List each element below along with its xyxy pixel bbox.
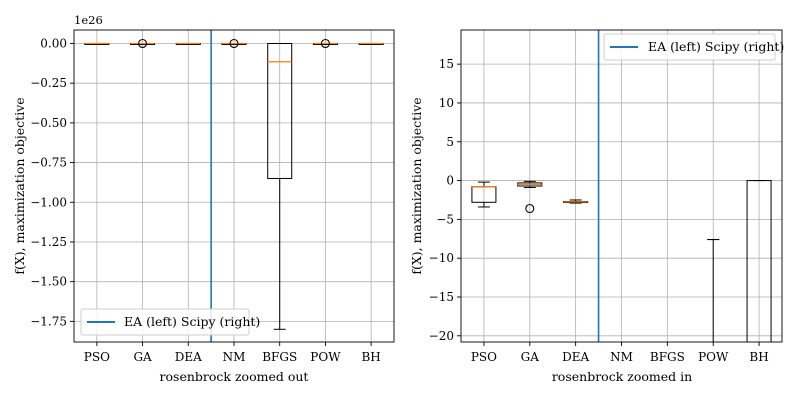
right-legend-box xyxy=(603,33,776,61)
left-flier xyxy=(320,38,330,49)
left-box-pso xyxy=(84,42,110,45)
left-y-axis-label: f(X), maximization objective xyxy=(12,97,27,274)
left-box-dea xyxy=(175,42,201,45)
right-x-tick-label-dea: DEA xyxy=(562,350,589,364)
right-legend: EA (left) Scipy (right) xyxy=(603,33,784,61)
right-x-axis-label: rosenbrock zoomed in xyxy=(552,369,692,384)
right-box-ga xyxy=(517,180,543,214)
right-flier xyxy=(525,203,535,214)
right-legend-label: EA (left) Scipy (right) xyxy=(648,39,784,54)
left-y-axis: 0.00 −0.25 −0.50 −0.75 −1.00 −1.25 −1.50 −1.75 xyxy=(30,36,74,328)
right-x-tick-label-pow: POW xyxy=(698,350,729,364)
left-y-tick-label: 0.00 xyxy=(40,36,67,50)
right-box-bh xyxy=(746,180,772,342)
left-x-tick-label-dea: DEA xyxy=(175,350,202,364)
left-y-tick-label: −1.00 xyxy=(30,195,67,209)
left-y-tick-label: −1.75 xyxy=(30,314,67,328)
right-x-tick-label-ga: GA xyxy=(521,350,540,364)
left-y-tick-label: −1.50 xyxy=(30,275,67,289)
right-y-tick-label: 15 xyxy=(439,57,454,71)
left-y-tick-label: −0.75 xyxy=(30,156,67,170)
left-x-tick-label-pow: POW xyxy=(310,350,341,364)
left-x-tick-label-pso: PSO xyxy=(84,350,110,364)
right-x-axis: PSO GA DEA NM BFGS POW BH xyxy=(471,342,769,364)
left-offset-text: 1e26 xyxy=(74,13,103,27)
left-y-tick-label: −0.50 xyxy=(30,116,67,130)
left-box-body xyxy=(267,42,293,179)
right-y-tick-label: −5 xyxy=(436,212,454,226)
right-y-tick-label: −15 xyxy=(429,290,454,304)
left-legend-label: EA (left) Scipy (right) xyxy=(124,314,260,329)
right-y-axis: 15 10 5 0 −5 −10 −15 −20 xyxy=(429,57,461,343)
left-box-pow xyxy=(312,38,338,49)
left-x-tick-label-bfgs: BFGS xyxy=(262,350,297,364)
right-box-body xyxy=(746,180,772,342)
left-x-tick-label-ga: GA xyxy=(133,350,152,364)
right-chart-panel: rosenbrock zoomed in f(X), maximization … xyxy=(409,29,784,384)
right-x-tick-label-bh: BH xyxy=(749,350,768,364)
left-legend: EA (left) Scipy (right) xyxy=(80,308,260,336)
right-y-tick-label: −20 xyxy=(429,329,454,343)
left-box-ga xyxy=(130,38,156,49)
left-box-nm xyxy=(221,38,247,49)
right-y-tick-label: 5 xyxy=(446,135,454,149)
left-box-bh xyxy=(358,42,384,45)
right-y-tick-label: 0 xyxy=(446,174,454,188)
left-x-tick-label-nm: NM xyxy=(223,350,246,364)
left-x-axis: PSO GA DEA NM BFGS POW BH xyxy=(84,342,381,364)
right-x-tick-label-nm: NM xyxy=(610,350,633,364)
left-y-tick-label: −0.25 xyxy=(30,76,67,90)
right-x-tick-label-bfgs: BFGS xyxy=(650,350,685,364)
right-box-pso xyxy=(471,181,497,208)
left-flier xyxy=(229,38,239,49)
right-y-tick-label: −10 xyxy=(429,251,454,265)
left-chart-panel: 1e26 rosenbrock zoomed out f(X), maximiz… xyxy=(12,13,395,384)
left-boxplot-marks xyxy=(84,38,384,330)
right-y-tick-label: 10 xyxy=(439,96,454,110)
left-legend-box xyxy=(80,308,250,336)
left-grid xyxy=(74,30,394,342)
right-x-tick-label-pso: PSO xyxy=(471,350,497,364)
left-flier xyxy=(138,38,148,49)
right-y-axis-label: f(X), maximization objective xyxy=(409,97,424,274)
left-x-axis-label: rosenbrock zoomed out xyxy=(160,369,309,384)
left-y-tick-label: −1.25 xyxy=(30,235,67,249)
left-box-bfgs xyxy=(267,42,293,330)
right-box-dea xyxy=(563,199,589,204)
left-x-tick-label-bh: BH xyxy=(361,350,380,364)
